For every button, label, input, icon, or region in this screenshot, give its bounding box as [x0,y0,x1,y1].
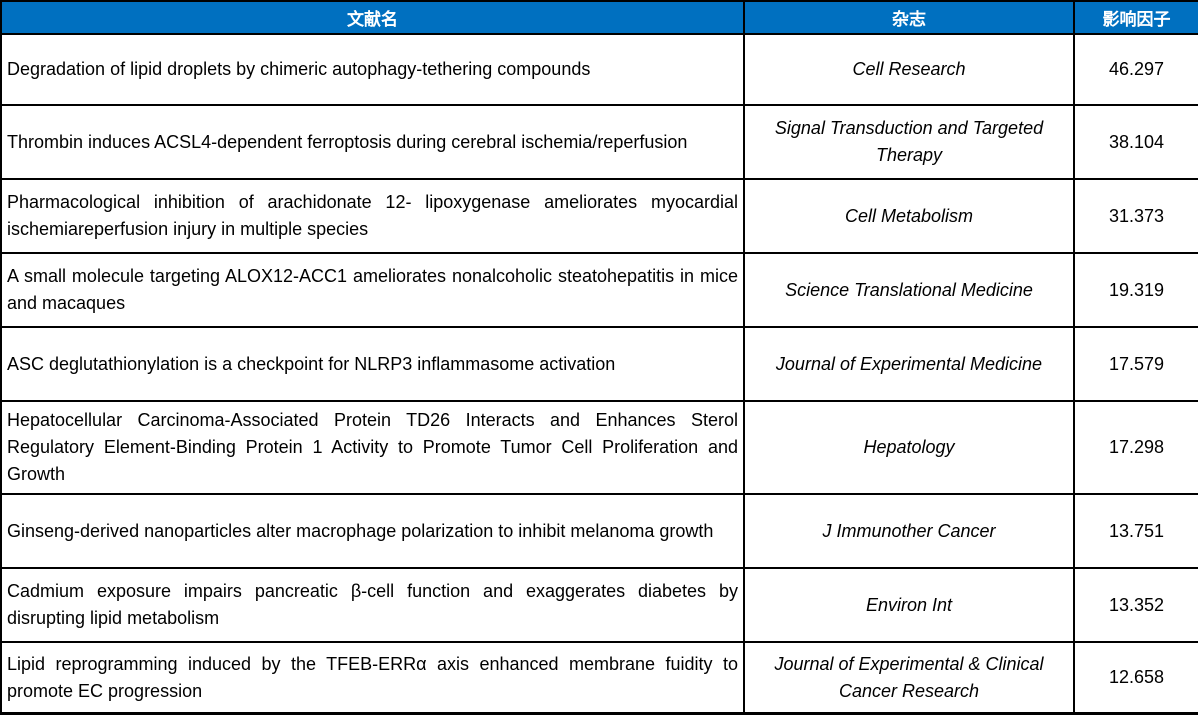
table-row: Cadmium exposure impairs pancreatic β-ce… [0,567,1198,644]
impact-factor-value: 13.352 [1073,567,1198,644]
table-header: 文献名 杂志 影响因子 [0,0,1198,35]
journal-name: J Immunother Cancer [743,493,1075,570]
impact-factor-value: 12.658 [1073,641,1198,715]
journal-name: Journal of Experimental & Clinical Cance… [743,641,1075,715]
impact-factor-value: 31.373 [1073,178,1198,255]
impact-factor-value: 19.319 [1073,252,1198,329]
paper-title: Lipid reprogramming induced by the TFEB-… [0,641,745,715]
paper-title: Ginseng-derived nanoparticles alter macr… [0,493,745,570]
impact-factor-value: 13.751 [1073,493,1198,570]
table-row: Hepatocellular Carcinoma-Associated Prot… [0,400,1198,496]
impact-factor-value: 17.298 [1073,400,1198,496]
journal-name: Science Translational Medicine [743,252,1075,329]
header-row: 文献名 杂志 影响因子 [0,0,1198,35]
table-row: ASC deglutathionylation is a checkpoint … [0,326,1198,403]
table-row: A small molecule targeting ALOX12-ACC1 a… [0,252,1198,329]
journal-name: Cell Metabolism [743,178,1075,255]
paper-title: Thrombin induces ACSL4-dependent ferropt… [0,104,745,181]
paper-title: Cadmium exposure impairs pancreatic β-ce… [0,567,745,644]
impact-factor-value: 38.104 [1073,104,1198,181]
journal-name: Cell Research [743,32,1075,107]
table-row: Degradation of lipid droplets by chimeri… [0,32,1198,107]
journal-name: Environ Int [743,567,1075,644]
impact-factor-value: 17.579 [1073,326,1198,403]
table-body: Degradation of lipid droplets by chimeri… [0,32,1198,715]
impact-factor-value: 46.297 [1073,32,1198,107]
paper-title: Pharmacological inhibition of arachidona… [0,178,745,255]
table-row: Thrombin induces ACSL4-dependent ferropt… [0,104,1198,181]
column-header-impact-factor: 影响因子 [1073,0,1198,35]
journal-name: Journal of Experimental Medicine [743,326,1075,403]
paper-title: A small molecule targeting ALOX12-ACC1 a… [0,252,745,329]
table-row: Pharmacological inhibition of arachidona… [0,178,1198,255]
column-header-literature-name: 文献名 [0,0,745,35]
paper-title: ASC deglutathionylation is a checkpoint … [0,326,745,403]
paper-title: Degradation of lipid droplets by chimeri… [0,32,745,107]
journal-name: Signal Transduction and Targeted Therapy [743,104,1075,181]
journal-name: Hepatology [743,400,1075,496]
table-row: Lipid reprogramming induced by the TFEB-… [0,641,1198,715]
table-row: Ginseng-derived nanoparticles alter macr… [0,493,1198,570]
paper-title: Hepatocellular Carcinoma-Associated Prot… [0,400,745,496]
column-header-journal: 杂志 [743,0,1075,35]
